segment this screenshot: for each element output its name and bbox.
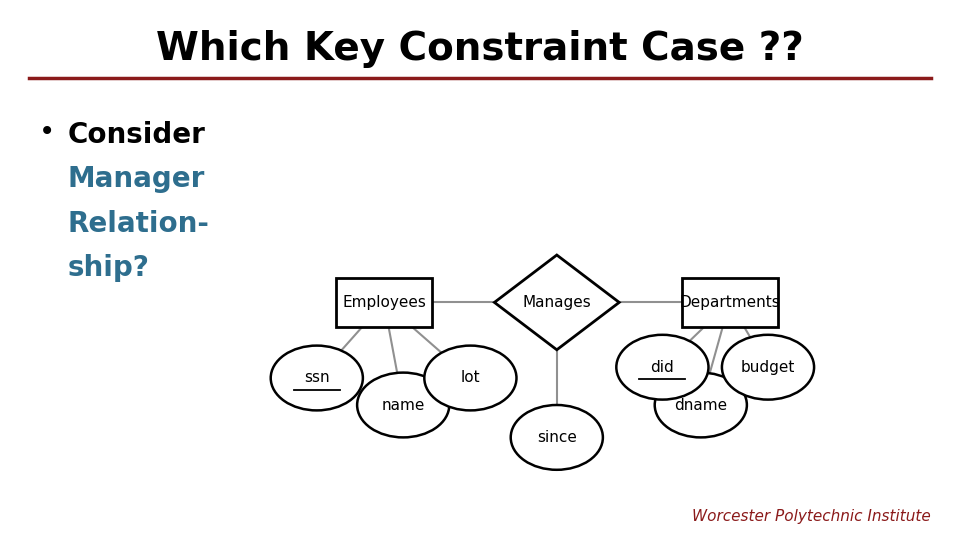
Text: Which Key Constraint Case ??: Which Key Constraint Case ?? [156,30,804,68]
Text: dname: dname [674,397,728,413]
Text: name: name [381,397,425,413]
Ellipse shape [722,335,814,400]
Ellipse shape [511,405,603,470]
Text: Relation-: Relation- [67,210,209,238]
Text: since: since [537,430,577,445]
Text: budget: budget [741,360,795,375]
Text: did: did [651,360,674,375]
FancyBboxPatch shape [682,278,778,327]
Ellipse shape [616,335,708,400]
Text: Manages: Manages [522,295,591,310]
Ellipse shape [655,373,747,437]
Ellipse shape [424,346,516,410]
Text: Employees: Employees [342,295,426,310]
Text: Manager: Manager [67,165,204,193]
Ellipse shape [271,346,363,410]
Ellipse shape [357,373,449,437]
Text: ship?: ship? [67,254,149,282]
Text: Consider: Consider [67,121,205,149]
Text: lot: lot [461,370,480,386]
Text: Worcester Polytechnic Institute: Worcester Polytechnic Institute [692,509,931,524]
Text: Departments: Departments [680,295,780,310]
Text: •: • [38,118,55,146]
Text: ssn: ssn [304,370,329,386]
FancyBboxPatch shape [336,278,432,327]
Polygon shape [494,255,619,350]
